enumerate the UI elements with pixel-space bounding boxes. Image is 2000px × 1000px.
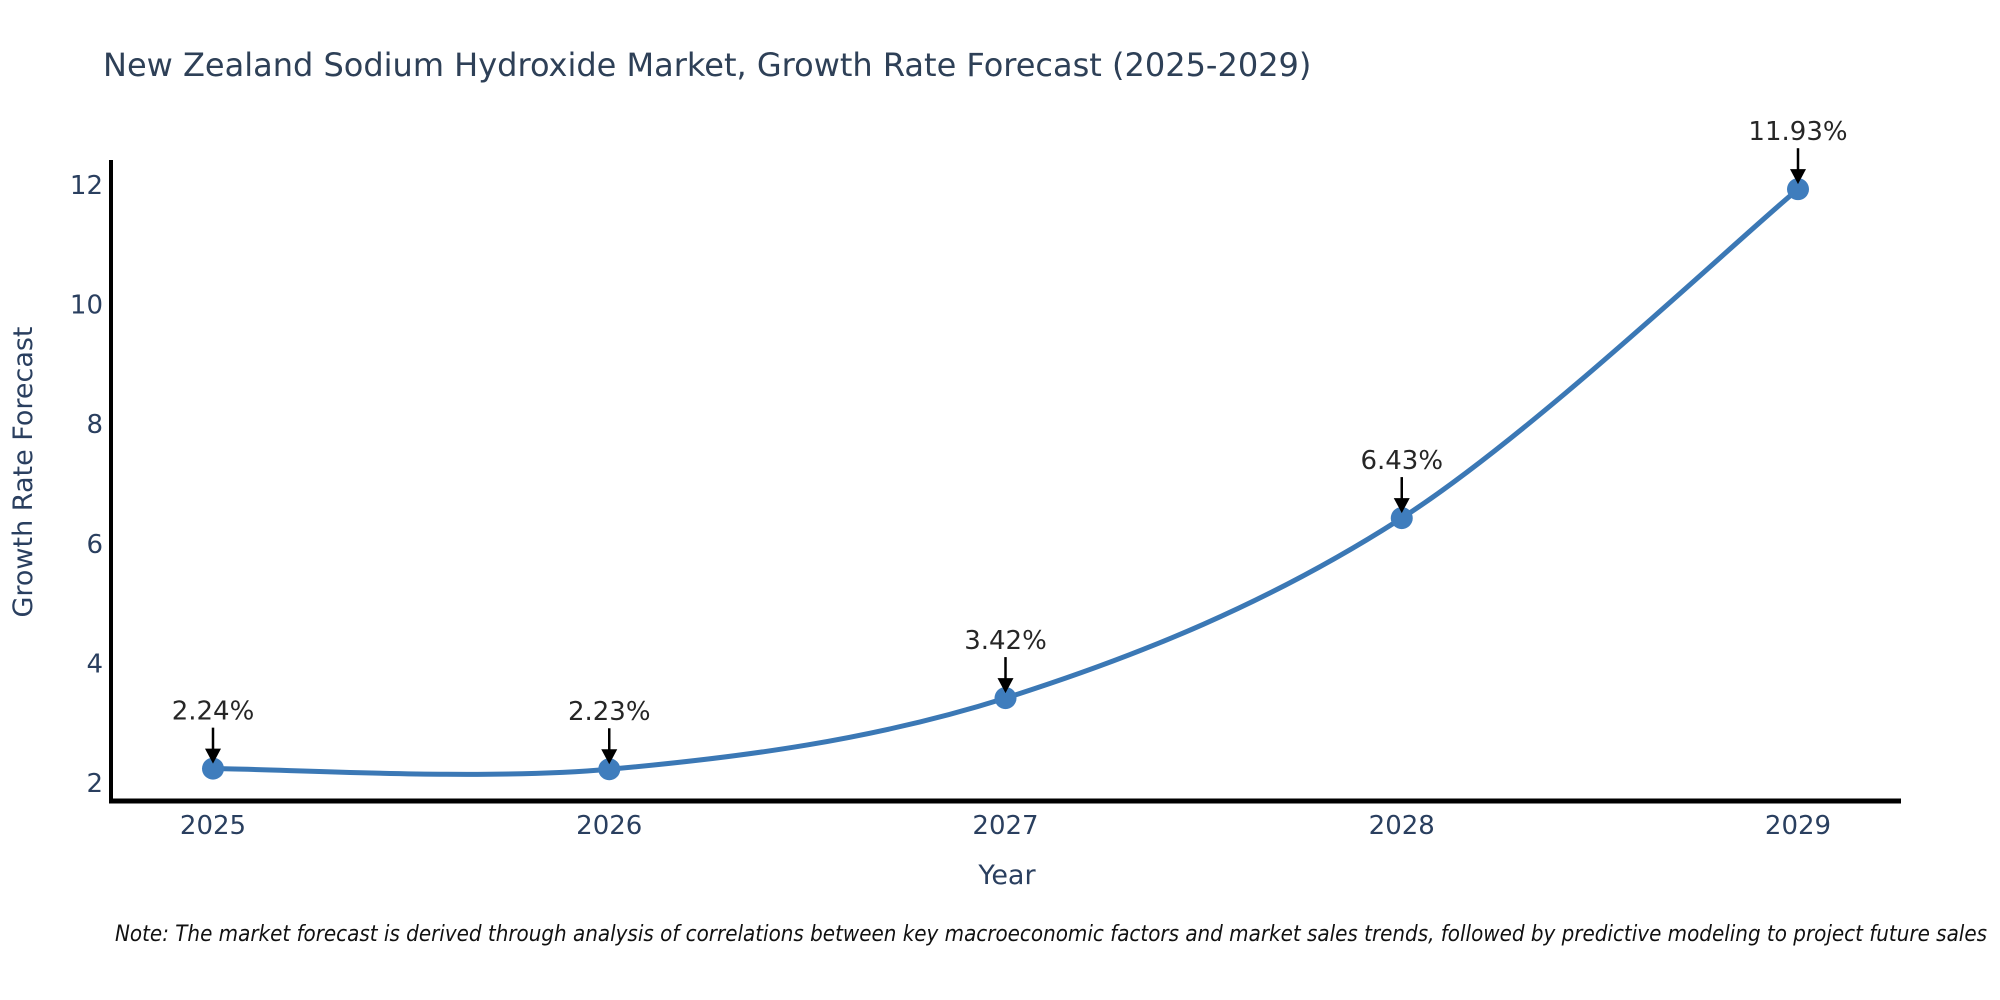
data-point-marker [994, 687, 1017, 710]
x-tick-label: 2026 [576, 811, 642, 841]
data-point-marker [202, 757, 224, 780]
y-tick-label: 4 [86, 649, 103, 679]
annotation-label: 6.43% [1360, 446, 1443, 476]
annotation: 2.24% [172, 697, 255, 764]
annotation-arrowhead [601, 749, 618, 765]
y-tick-label: 10 [70, 291, 103, 321]
annotation-arrowhead [205, 748, 221, 764]
annotation-label: 3.42% [964, 626, 1047, 656]
annotation-arrowhead [1790, 169, 1806, 185]
annotations: 2.24% 2.23% 3.42% 6.43% 11.93% [172, 117, 1848, 765]
annotation: 6.43% [1360, 446, 1443, 514]
x-tick-label: 2025 [180, 811, 246, 841]
data-point-marker [1390, 507, 1413, 530]
annotation-label: 2.24% [172, 697, 255, 727]
y-tick-label: 6 [86, 530, 103, 560]
data-point-marker [1787, 178, 1809, 201]
y-tick-labels: 2 4 6 8 10 12 [70, 171, 103, 799]
annotation: 3.42% [964, 626, 1047, 694]
annotation: 2.23% [568, 697, 651, 765]
x-tick-label: 2028 [1369, 811, 1435, 841]
data-points [202, 178, 1809, 781]
data-point-marker [598, 758, 621, 781]
annotation-arrowhead [997, 678, 1014, 694]
chart-title: New Zealand Sodium Hydroxide Market, Gro… [103, 46, 1311, 84]
y-tick-label: 2 [86, 769, 103, 799]
annotation-label: 11.93% [1748, 117, 1847, 147]
footnote: Note: The market forecast is derived thr… [115, 922, 1987, 947]
annotation-arrowhead [1393, 498, 1410, 514]
y-tick-label: 8 [86, 410, 103, 440]
x-axis-title: Year [977, 860, 1036, 891]
y-axis-title: Growth Rate Forecast [8, 326, 39, 617]
annotation: 11.93% [1748, 117, 1848, 185]
annotation-label: 2.23% [568, 697, 651, 727]
x-tick-labels: 2025 2026 2027 2028 2029 [180, 811, 1831, 841]
x-tick-label: 2027 [972, 811, 1038, 841]
y-tick-label: 12 [70, 171, 103, 201]
x-tick-label: 2029 [1765, 811, 1831, 841]
